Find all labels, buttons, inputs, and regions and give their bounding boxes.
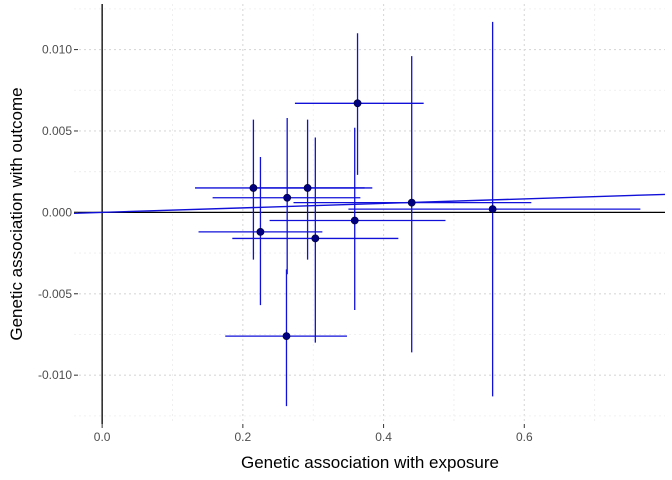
axis-ticks: 0.0 0.2 0.4 0.6 -0.010 -0.005 0.000 0.005 0.010 bbox=[38, 43, 533, 444]
x-tick-label: 0.0 bbox=[94, 430, 111, 444]
x-tick-label: 0.2 bbox=[235, 430, 252, 444]
data-point bbox=[311, 234, 320, 243]
fit-line bbox=[73, 193, 666, 214]
data-point bbox=[256, 228, 265, 236]
data-points bbox=[249, 99, 497, 340]
data-point bbox=[282, 332, 291, 340]
data-point bbox=[407, 198, 416, 207]
y-tick-label: -0.005 bbox=[38, 287, 72, 301]
x-tick-label: 0.6 bbox=[516, 430, 533, 444]
fit-line-layer bbox=[73, 193, 666, 214]
data-point bbox=[249, 184, 258, 192]
y-tick-label: 0.010 bbox=[42, 43, 72, 57]
data-point bbox=[283, 193, 292, 202]
y-tick-label: 0.000 bbox=[42, 205, 72, 219]
x-tick-label: 0.4 bbox=[375, 430, 392, 444]
data-point bbox=[488, 205, 497, 214]
grid-lines bbox=[74, 4, 665, 424]
y-tick-label: 0.005 bbox=[42, 124, 72, 138]
reference-lines bbox=[74, 4, 665, 424]
x-axis-title: Genetic association with exposure bbox=[241, 453, 499, 472]
y-tick-label: -0.010 bbox=[38, 368, 72, 382]
y-axis-title: Genetic association with outcome bbox=[7, 87, 26, 340]
error-bars bbox=[195, 21, 641, 407]
data-point bbox=[303, 184, 312, 192]
data-point bbox=[350, 216, 359, 225]
data-point bbox=[353, 99, 362, 108]
